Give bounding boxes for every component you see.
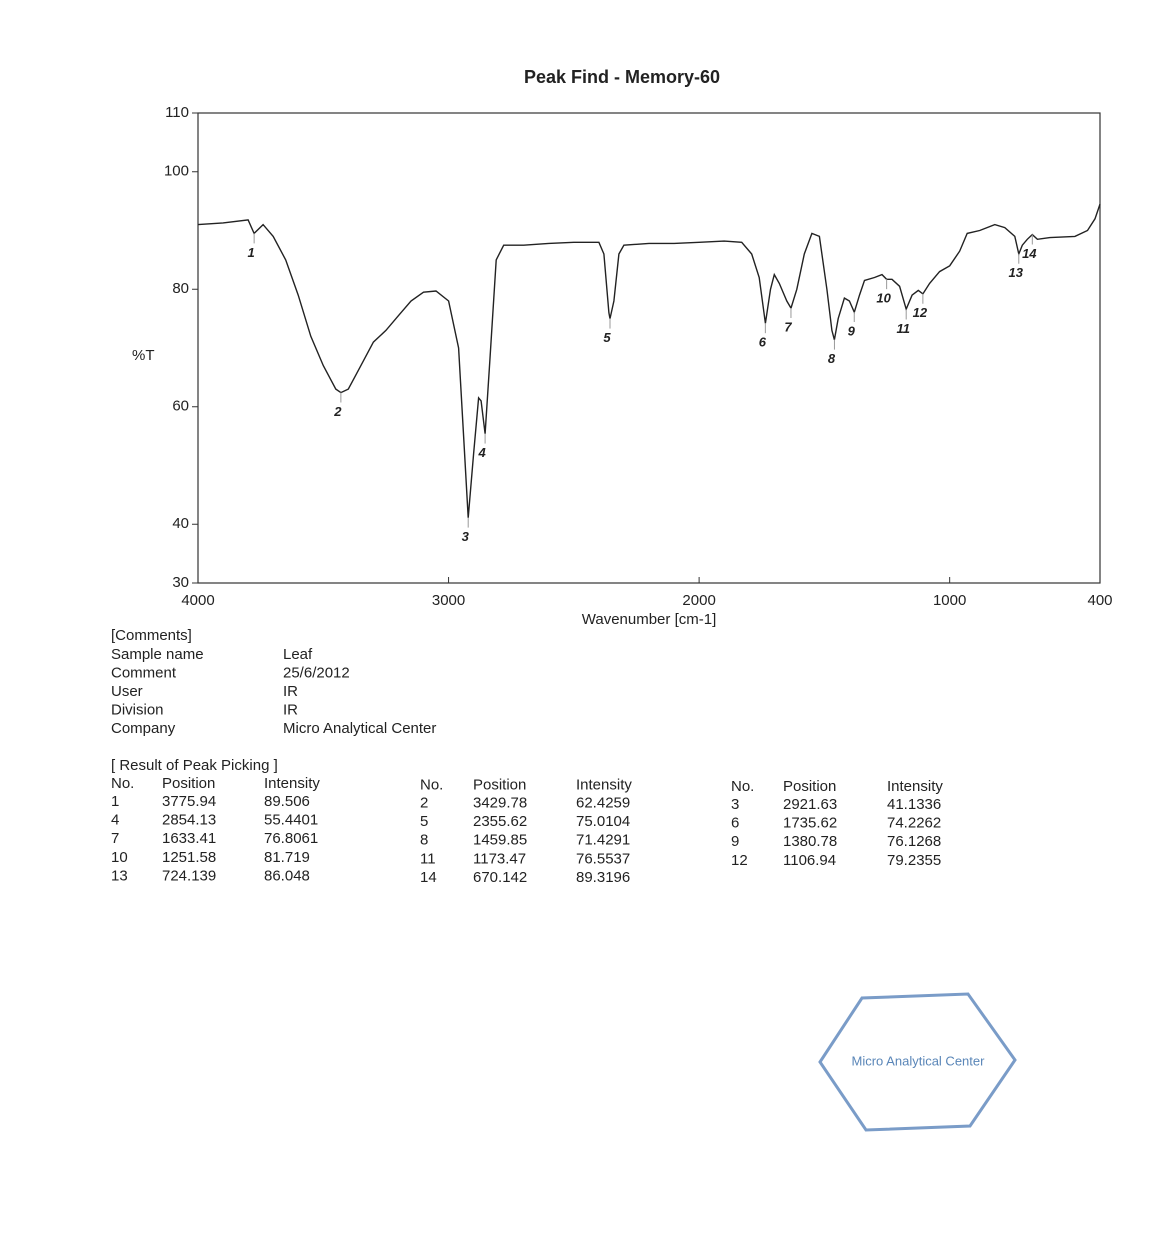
- comment-key: Sample name: [111, 646, 204, 663]
- x-axis-label: Wavenumber [cm-1]: [582, 611, 716, 628]
- comment-value: IR: [283, 701, 298, 718]
- table-cell: 1: [111, 793, 119, 810]
- table-cell: 14: [420, 869, 437, 886]
- comment-key: Comment: [111, 664, 177, 681]
- plot-frame: [197, 112, 1101, 584]
- table-header: Position: [783, 778, 836, 795]
- table-cell: 55.4401: [264, 812, 318, 829]
- y-tick-label: 110: [165, 104, 189, 121]
- peak-label: 11: [896, 321, 910, 336]
- table-cell: 13: [111, 867, 128, 884]
- x-tick-label: 4000: [181, 592, 214, 609]
- table-cell: 76.1268: [887, 833, 941, 850]
- table-cell: 9: [731, 833, 739, 850]
- table-cell: 76.5537: [576, 850, 630, 867]
- table-cell: 10: [111, 849, 128, 866]
- table-cell: 81.719: [264, 849, 310, 866]
- stamp-frame: [818, 992, 1017, 1132]
- peak-label: 8: [828, 351, 836, 366]
- table-header: Position: [162, 775, 215, 792]
- x-tick-label: 400: [1087, 592, 1112, 609]
- table-cell: 6: [731, 815, 739, 832]
- peak-label: 10: [876, 291, 891, 306]
- peak-label: 9: [848, 323, 856, 338]
- peak-label: 6: [759, 335, 767, 350]
- table-cell: 3429.78: [473, 794, 527, 811]
- comment-value: Micro Analytical Center: [283, 720, 436, 737]
- table-cell: 1173.47: [473, 850, 526, 867]
- table-cell: 3775.94: [162, 793, 216, 810]
- peak-label: 1: [248, 245, 255, 260]
- table-cell: 12: [731, 852, 748, 869]
- table-cell: 41.1336: [887, 796, 941, 813]
- table-cell: 2: [420, 794, 428, 811]
- y-tick-label: 30: [172, 574, 189, 591]
- x-tick-label: 1000: [933, 592, 966, 609]
- comments-heading: [Comments]: [111, 627, 192, 644]
- table-header: No.: [111, 775, 134, 792]
- x-tick-label: 3000: [432, 592, 465, 609]
- table-cell: 1633.41: [162, 830, 216, 847]
- table-cell: 1106.94: [783, 852, 836, 869]
- comment-value: IR: [283, 683, 298, 700]
- table-cell: 89.506: [264, 793, 310, 810]
- table-header: Intensity: [264, 775, 320, 792]
- comment-key: Division: [111, 701, 164, 718]
- peak-label: 3: [462, 529, 470, 544]
- y-tick-label: 100: [164, 163, 189, 180]
- comment-value: Leaf: [283, 646, 313, 663]
- table-cell: 1251.58: [162, 849, 216, 866]
- y-tick-label: 80: [172, 280, 189, 297]
- table-header: Intensity: [576, 776, 632, 793]
- table-cell: 74.2262: [887, 815, 941, 832]
- peak-label: 5: [603, 330, 611, 345]
- table-cell: 1459.85: [473, 832, 527, 849]
- comment-key: User: [111, 683, 143, 700]
- table-cell: 7: [111, 830, 119, 847]
- comment-key: Company: [111, 720, 176, 737]
- peak-label: 12: [913, 305, 928, 320]
- table-cell: 5: [420, 813, 428, 830]
- peak-label: 2: [333, 404, 342, 419]
- comment-value: 25/6/2012: [283, 664, 350, 681]
- x-tick-label: 2000: [682, 592, 715, 609]
- y-tick-label: 40: [172, 515, 189, 532]
- table-header: No.: [420, 776, 443, 793]
- table-cell: 1735.62: [783, 815, 837, 832]
- y-axis-label: %T: [132, 347, 155, 364]
- table-cell: 3: [731, 796, 739, 813]
- table-cell: 8: [420, 832, 428, 849]
- spectrum-line: [197, 203, 1101, 518]
- table-cell: 11: [420, 850, 436, 867]
- table-cell: 724.139: [162, 867, 216, 884]
- table-cell: 86.048: [264, 867, 310, 884]
- peak-label: 7: [784, 319, 792, 334]
- table-cell: 2921.63: [783, 796, 837, 813]
- table-cell: 62.4259: [576, 794, 630, 811]
- table-cell: 4: [111, 812, 119, 829]
- peak-label: 13: [1009, 265, 1024, 280]
- table-cell: 75.0104: [576, 813, 630, 830]
- table-cell: 89.3196: [576, 869, 630, 886]
- stamp-text: Micro Analytical Center: [852, 1053, 986, 1068]
- peak-label: 4: [477, 445, 486, 460]
- table-header: Position: [473, 776, 526, 793]
- table-header: No.: [731, 778, 754, 795]
- table-cell: 1380.78: [783, 833, 837, 850]
- table-title: [ Result of Peak Picking ]: [111, 757, 278, 774]
- table-cell: 2854.13: [162, 812, 216, 829]
- table-cell: 76.8061: [264, 830, 318, 847]
- y-tick-label: 60: [172, 398, 189, 415]
- chart-title: Peak Find - Memory-60: [524, 67, 720, 87]
- table-cell: 79.2355: [887, 852, 941, 869]
- table-cell: 670.142: [473, 869, 527, 886]
- table-cell: 2355.62: [473, 813, 527, 830]
- table-cell: 71.4291: [576, 832, 630, 849]
- table-header: Intensity: [887, 778, 943, 795]
- peak-label: 14: [1022, 246, 1037, 261]
